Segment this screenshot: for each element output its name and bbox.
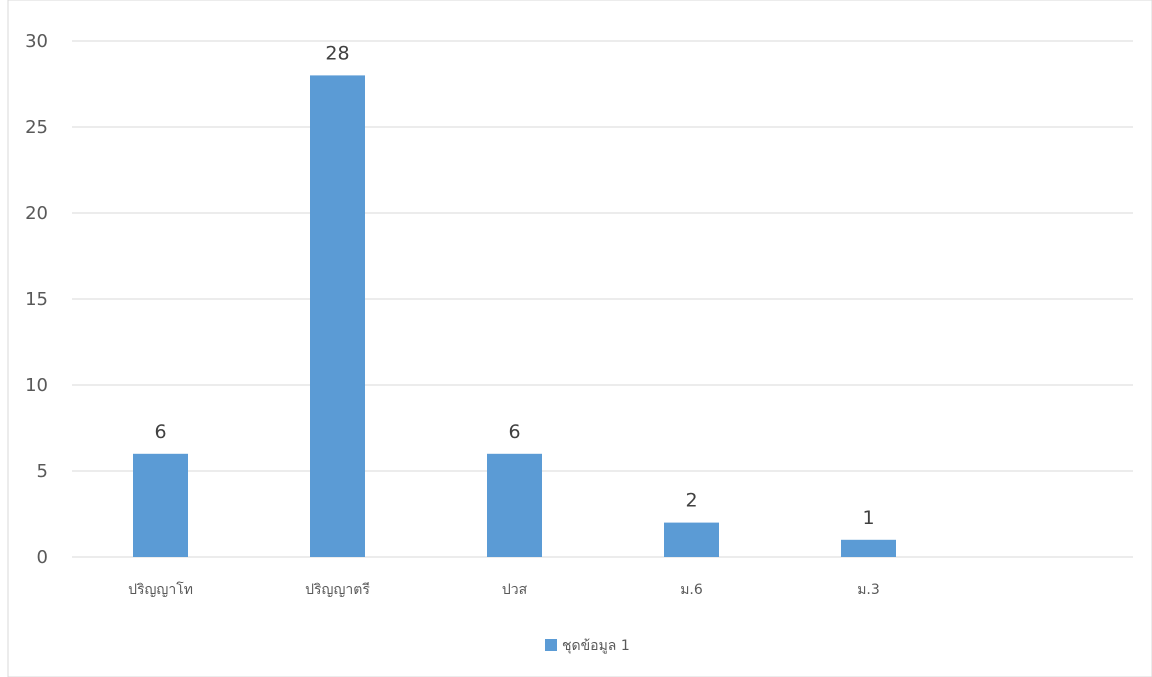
bar	[487, 453, 542, 557]
y-tick-label: 10	[25, 375, 48, 396]
data-labels: 6 28 6 2 1	[154, 42, 874, 528]
category-label: ปวส	[502, 582, 528, 598]
data-label: 6	[508, 421, 520, 443]
y-tick-label: 25	[25, 117, 48, 138]
data-label: 6	[154, 421, 166, 443]
y-tick-label: 0	[37, 547, 48, 568]
bars	[133, 75, 896, 558]
category-label: ปริญญาโท	[128, 581, 193, 598]
data-label: 1	[862, 507, 874, 529]
y-tick-label: 30	[25, 31, 48, 52]
y-tick-label: 20	[25, 203, 48, 224]
chart-area	[7, 0, 1152, 677]
legend-label: ชุดข้อมูล 1	[562, 638, 630, 654]
y-tick-label: 5	[37, 461, 48, 482]
y-axis-ticks: 0 5 10 15 20 25 30	[25, 31, 48, 568]
legend: ชุดข้อมูล 1	[545, 638, 630, 654]
category-label: ม.6	[680, 582, 703, 598]
bar	[841, 539, 896, 557]
bar	[310, 75, 365, 558]
data-label: 2	[685, 490, 697, 512]
bar	[133, 453, 188, 557]
category-label: ปริญญาตรี	[305, 582, 370, 598]
x-axis-labels: ปริญญาโท ปริญญาตรี ปวส ม.6 ม.3	[128, 581, 880, 598]
category-label: ม.3	[857, 582, 880, 598]
gridlines	[72, 40, 1133, 558]
bar	[664, 522, 719, 557]
y-tick-label: 15	[25, 289, 48, 310]
legend-swatch	[545, 639, 557, 651]
data-label: 28	[325, 42, 349, 64]
